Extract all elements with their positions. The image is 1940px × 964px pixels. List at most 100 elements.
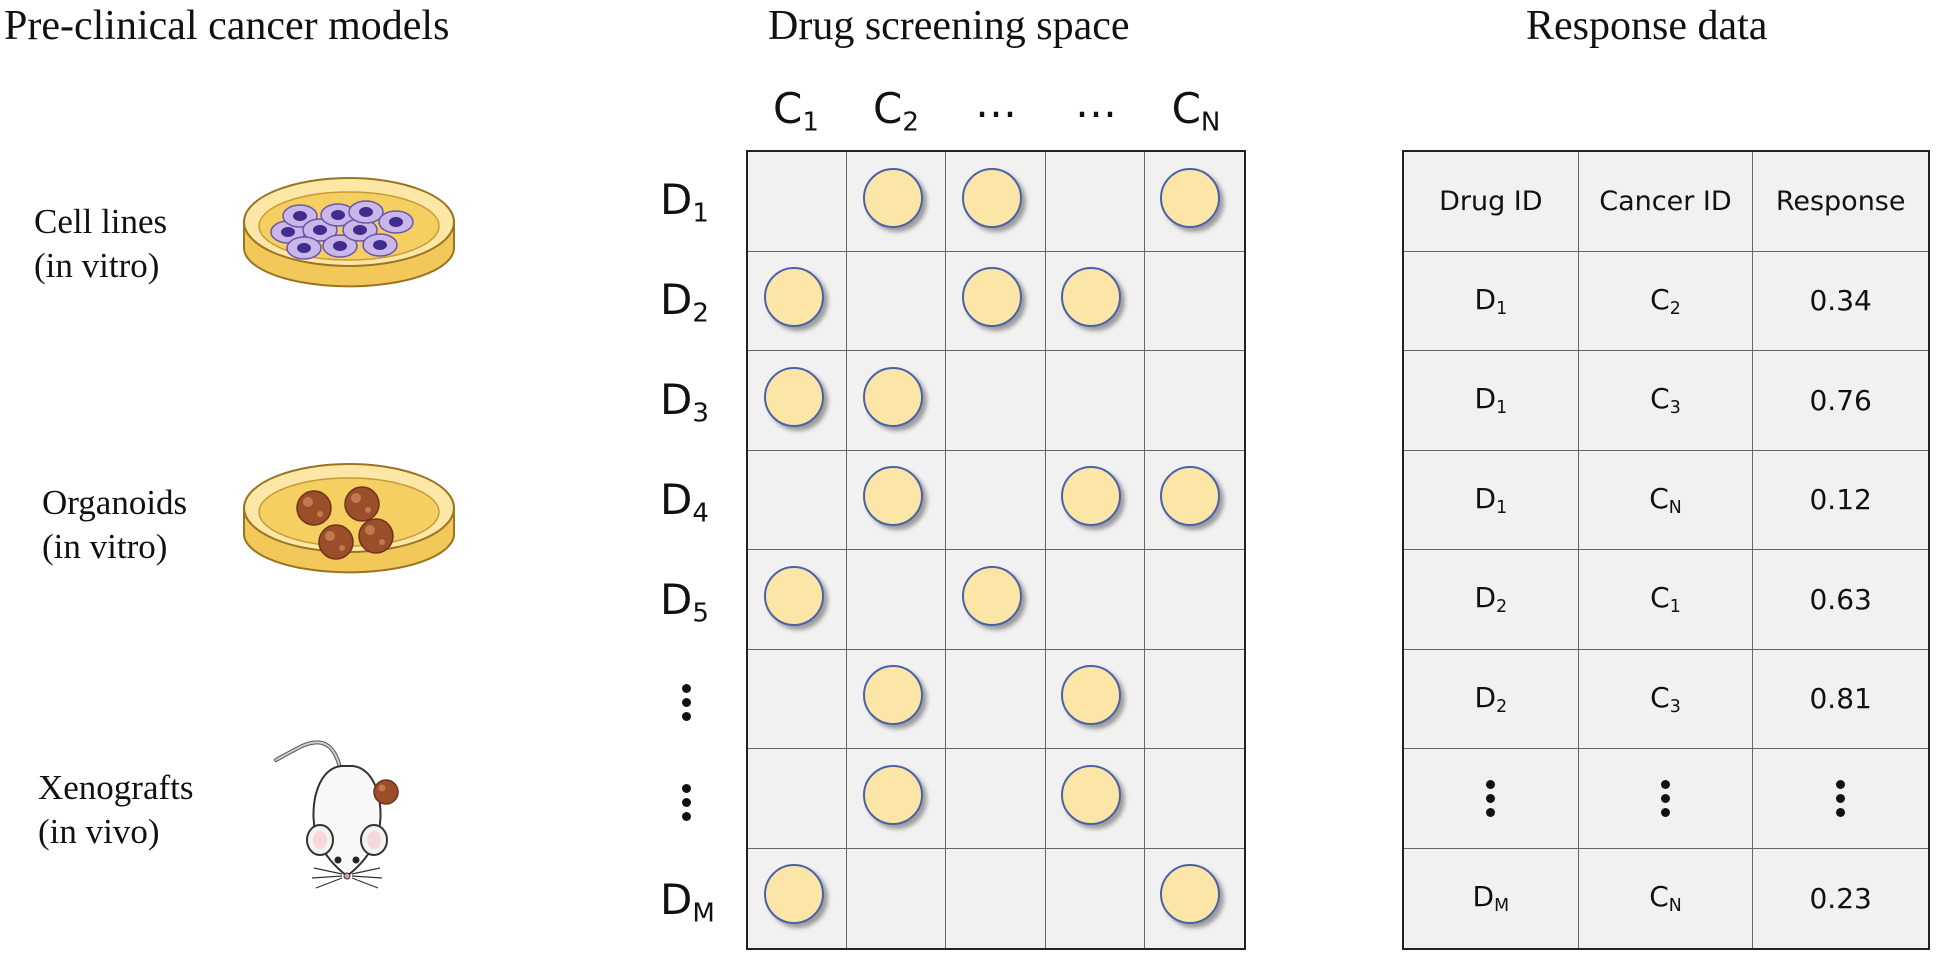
cancer-id-cell: CN: [1578, 450, 1754, 550]
tested-pair-dot: [1061, 764, 1122, 825]
col-header-ellipsis: …: [1075, 78, 1117, 127]
grid-cell: [946, 749, 1046, 849]
grid-cell: [847, 848, 947, 948]
row-header-d1: D1: [660, 175, 709, 229]
grid-cell: [1045, 152, 1145, 252]
col-header-c1: C1: [773, 84, 819, 138]
response-value-cell: 0.34: [1753, 252, 1928, 351]
drug-screening-grid: [746, 150, 1246, 950]
grid-cell: [1144, 152, 1244, 252]
grid-cell: [946, 450, 1046, 550]
col-header-ellipsis: …: [975, 78, 1017, 127]
grid-cell: [1144, 252, 1244, 351]
grid-cell: [1045, 351, 1145, 451]
model-xenografts: Xenografts (in vivo): [38, 766, 194, 854]
table-header-cell: Drug ID: [1404, 152, 1579, 252]
tested-pair-dot: [1160, 466, 1221, 527]
vertical-ellipsis-icon: [682, 784, 691, 821]
grid-cell: [748, 848, 848, 948]
grid-cell: [748, 450, 848, 550]
grid-cell: [847, 649, 947, 749]
grid-cell: [847, 450, 947, 550]
grid-cell: [1045, 550, 1145, 650]
vertical-ellipsis-icon: [1486, 779, 1496, 817]
grid-cell: [1144, 749, 1244, 849]
models-title: Pre-clinical cancer models: [4, 3, 450, 49]
grid-cell: [946, 351, 1046, 451]
petri-dish-cells-icon: [243, 177, 455, 288]
grid-cell: [847, 550, 947, 650]
row-header-dm: DM: [660, 875, 715, 929]
col-header-c2: C2: [873, 84, 919, 138]
grid-cell: [1046, 848, 1145, 948]
grid-cell: [748, 550, 848, 650]
response-table: Drug ID Cancer ID Response D1 C2 0.34 D1 C3 0.76…: [1402, 150, 1930, 950]
vertical-ellipsis-icon: [682, 684, 691, 721]
cancer-id-cell: C1: [1578, 550, 1754, 650]
grid-cell: [1144, 650, 1244, 749]
drug-id-cell: D1: [1404, 351, 1579, 451]
drug-id-cell: D2: [1404, 649, 1579, 749]
tested-pair-dot: [962, 267, 1022, 328]
grid-cell: [946, 649, 1046, 749]
grid-cell: [847, 351, 947, 451]
drug-id-cell: D1: [1404, 450, 1579, 550]
tested-pair-dot: [763, 366, 824, 427]
tested-pair-dot: [862, 466, 923, 527]
response-value-cell: 0.23: [1809, 881, 1872, 915]
grid-cell: [748, 152, 848, 252]
mouse-xenograft-icon: [274, 740, 399, 889]
vertical-ellipsis-icon: [1660, 779, 1670, 817]
model-name: Organoids: [42, 483, 188, 522]
row-header-ellipsis: [682, 750, 762, 850]
grid-cell: [748, 351, 848, 451]
grid-cell: [748, 649, 848, 749]
grid-cell: [748, 749, 848, 849]
grid-cell: [1045, 251, 1145, 351]
model-organoids: Organoids (in vitro): [42, 481, 187, 569]
grid-cell: [946, 251, 1046, 351]
tested-pair-dot: [1061, 466, 1122, 527]
tested-pair-dot: [763, 565, 824, 626]
screening-title: Drug screening space: [768, 3, 1130, 49]
grid-cell: [847, 152, 947, 252]
tested-pair-dot: [1160, 167, 1221, 228]
cancer-id-cell: CN: [1579, 848, 1754, 948]
grid-cell: [1144, 550, 1244, 650]
tested-pair-dot: [763, 864, 824, 925]
response-value-cell: 0.63: [1753, 550, 1928, 650]
tested-pair-dot: [962, 167, 1022, 228]
col-header-cn: CN: [1171, 84, 1221, 138]
grid-cell: [946, 152, 1046, 252]
table-ellipsis-cell: [1404, 749, 1579, 849]
row-header-d3: D3: [660, 375, 709, 429]
tested-pair-dot: [1061, 267, 1122, 328]
row-header-d4: D4: [660, 475, 709, 529]
petri-dish-organoids-icon: [243, 463, 455, 574]
grid-cell: [946, 550, 1046, 650]
tested-pair-dot: [962, 565, 1022, 626]
grid-cell: [946, 848, 1046, 948]
grid-cell: [748, 251, 848, 351]
grid-cell: [847, 251, 947, 351]
tested-pair-dot: [862, 366, 923, 427]
cancer-id-cell: C2: [1578, 251, 1754, 351]
table-header-cell: Response: [1753, 152, 1928, 252]
drug-id-cell: DM: [1404, 848, 1579, 948]
cancer-id-cell: C3: [1578, 351, 1754, 451]
response-value-cell: 0.12: [1753, 451, 1928, 550]
model-context: (in vitro): [42, 527, 168, 566]
table-ellipsis-cell: [1753, 749, 1928, 849]
response-value-cell: 0.76: [1753, 351, 1928, 451]
row-header-d5: D5: [660, 575, 709, 629]
model-context: (in vivo): [38, 812, 160, 851]
tested-pair-dot: [862, 167, 923, 228]
tested-pair-dot: [1061, 665, 1122, 726]
response-value-cell: 0.81: [1753, 650, 1928, 749]
tested-pair-dot: [763, 267, 824, 328]
model-name: Xenografts: [38, 768, 194, 807]
tested-pair-dot: [862, 665, 923, 726]
grid-cell: [1045, 649, 1145, 749]
model-context: (in vitro): [34, 246, 160, 285]
grid-cell: [1045, 450, 1145, 550]
